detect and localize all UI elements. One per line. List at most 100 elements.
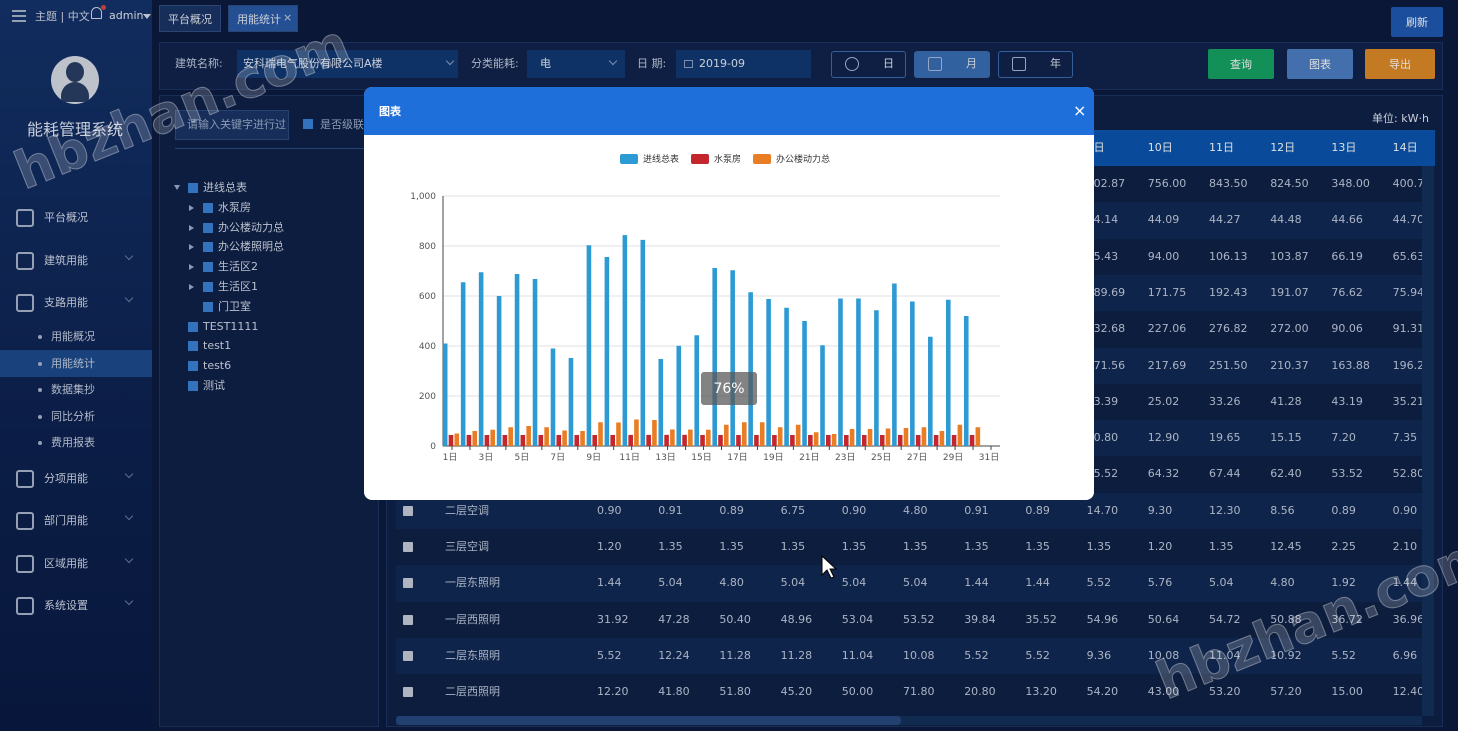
bar bbox=[790, 435, 795, 446]
bar bbox=[808, 435, 813, 446]
bar bbox=[874, 310, 879, 446]
bar bbox=[544, 427, 549, 446]
bar bbox=[724, 425, 729, 446]
bar bbox=[970, 435, 975, 446]
modal-close[interactable]: × bbox=[1073, 101, 1086, 120]
bar bbox=[497, 296, 502, 446]
bar bbox=[850, 429, 855, 446]
loading-text: 76% bbox=[713, 381, 744, 397]
bar bbox=[754, 435, 759, 446]
bar bbox=[628, 435, 633, 446]
bar bbox=[694, 335, 699, 446]
bar bbox=[574, 435, 579, 446]
bar bbox=[760, 422, 765, 446]
bar bbox=[616, 423, 621, 447]
bar bbox=[838, 299, 843, 447]
legend-swatch bbox=[691, 154, 709, 164]
legend-swatch bbox=[620, 154, 638, 164]
bar bbox=[551, 349, 556, 447]
bar bbox=[515, 274, 520, 446]
modal-title: 图表 bbox=[379, 106, 401, 117]
bar bbox=[742, 422, 747, 446]
bar bbox=[652, 420, 657, 446]
bar bbox=[976, 427, 981, 446]
bar bbox=[922, 427, 927, 446]
bar bbox=[784, 308, 789, 446]
bar bbox=[605, 257, 610, 446]
bar bbox=[910, 302, 915, 447]
bar bbox=[461, 282, 466, 446]
bar bbox=[772, 435, 777, 446]
bar bbox=[682, 435, 687, 446]
bar bbox=[892, 284, 897, 447]
y-tick-label: 800 bbox=[419, 242, 436, 252]
bar bbox=[856, 299, 861, 447]
bar bbox=[928, 337, 933, 446]
bar bbox=[718, 435, 723, 446]
bar bbox=[964, 316, 969, 446]
legend-swatch bbox=[753, 154, 771, 164]
bar bbox=[736, 435, 741, 446]
x-tick-label: 11日 bbox=[619, 452, 639, 463]
x-tick-label: 3日 bbox=[479, 452, 494, 463]
bar bbox=[946, 300, 951, 446]
bar bbox=[916, 435, 921, 446]
modal-header bbox=[364, 87, 1094, 135]
bar bbox=[844, 435, 849, 446]
bar bbox=[778, 427, 783, 446]
bar bbox=[449, 435, 454, 446]
bar bbox=[940, 431, 945, 446]
bar bbox=[670, 429, 675, 446]
bar bbox=[934, 435, 939, 446]
bar bbox=[634, 419, 639, 446]
x-tick-label: 17日 bbox=[727, 452, 747, 463]
x-tick-label: 25日 bbox=[871, 452, 891, 463]
legend-label: 进线总表 bbox=[643, 153, 679, 165]
bar bbox=[664, 435, 669, 446]
y-tick-label: 1,000 bbox=[410, 192, 436, 202]
mouse-cursor bbox=[820, 555, 840, 581]
bar bbox=[796, 425, 801, 446]
bar bbox=[479, 272, 484, 446]
chart: 02004006008001,0001日3日5日7日9日11日13日15日17日… bbox=[364, 135, 1094, 500]
bar bbox=[508, 427, 513, 446]
bar bbox=[700, 435, 705, 446]
x-tick-label: 1日 bbox=[443, 452, 458, 463]
x-tick-label: 21日 bbox=[799, 452, 819, 463]
bar bbox=[598, 422, 603, 446]
bar bbox=[820, 345, 825, 446]
bar bbox=[623, 235, 628, 446]
bar bbox=[868, 429, 873, 446]
x-tick-label: 9日 bbox=[586, 452, 601, 463]
bar bbox=[886, 429, 891, 447]
x-tick-label: 19日 bbox=[763, 452, 783, 463]
bar bbox=[485, 435, 490, 446]
bar bbox=[898, 435, 903, 446]
bar bbox=[592, 435, 597, 446]
x-tick-label: 29日 bbox=[943, 452, 963, 463]
bar bbox=[688, 430, 693, 446]
bar bbox=[880, 435, 885, 446]
bar bbox=[539, 435, 544, 446]
bar bbox=[730, 270, 735, 446]
bar bbox=[952, 435, 957, 446]
bar bbox=[587, 245, 592, 446]
bar bbox=[706, 430, 711, 446]
bar bbox=[676, 346, 681, 446]
x-tick-label: 5日 bbox=[514, 452, 529, 463]
legend-label: 水泵房 bbox=[714, 153, 741, 165]
bar bbox=[472, 431, 477, 446]
bar bbox=[490, 430, 495, 446]
bar bbox=[526, 426, 531, 446]
x-tick-label: 15日 bbox=[691, 452, 711, 463]
y-tick-label: 600 bbox=[419, 292, 436, 302]
bar bbox=[658, 359, 663, 446]
x-tick-label: 27日 bbox=[907, 452, 927, 463]
bar bbox=[748, 292, 753, 446]
bar bbox=[521, 435, 526, 446]
x-tick-label: 23日 bbox=[835, 452, 855, 463]
bar bbox=[862, 435, 867, 446]
bar bbox=[533, 279, 538, 446]
y-tick-label: 0 bbox=[430, 442, 436, 452]
